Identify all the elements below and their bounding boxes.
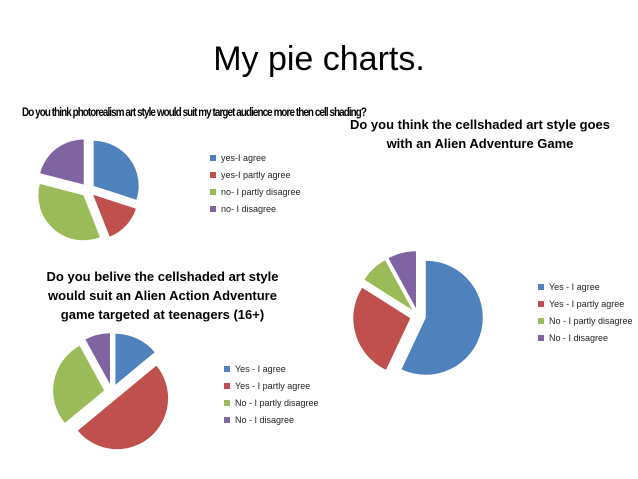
chart-2-legend-item: No - I disagree xyxy=(538,329,633,346)
chart-2-legend-swatch xyxy=(538,334,544,341)
chart-3-legend-swatch xyxy=(224,382,230,389)
chart-1-legend-label: yes-I agree xyxy=(221,152,267,163)
chart-1-legend-label: yes-I partly agree xyxy=(221,169,291,180)
chart-3-legend-swatch xyxy=(224,416,230,423)
chart-1-legend-swatch xyxy=(210,205,216,212)
page-title: My pie charts. xyxy=(213,40,425,78)
chart-3-legend-item: No - I disagree xyxy=(224,411,319,428)
chart-3-slice-1 xyxy=(115,333,155,385)
chart-2-slice-4 xyxy=(388,251,417,309)
chart-2-legend-swatch xyxy=(538,300,544,307)
chart-3-slice-4 xyxy=(85,333,111,385)
chart-2-legend-label: No - I partly disagree xyxy=(549,315,633,326)
chart-1-slice-4 xyxy=(40,139,84,185)
chart-3-legend-label: No - I disagree xyxy=(235,414,295,425)
chart-1-slice-1 xyxy=(93,140,139,200)
chart-3-legend-item: No - I partly disagree xyxy=(224,394,319,411)
chart-2-legend-item: Yes - I partly agree xyxy=(538,295,633,312)
chart-1-legend: yes-I agree yes-I partly agree no- I partl… xyxy=(210,149,301,217)
chart-1-legend-item: no- I disagree xyxy=(210,200,301,217)
chart-1-legend-swatch xyxy=(210,154,216,161)
chart-2-legend: Yes - I agree Yes - I partly agree No - I … xyxy=(538,278,633,346)
chart-3-slice-3 xyxy=(53,345,105,424)
chart-2-legend-item: No - I partly disagree xyxy=(538,312,633,329)
chart-3-legend-label: Yes - I partly agree xyxy=(235,380,311,391)
chart-1-legend-item: yes-I agree xyxy=(210,149,301,166)
chart-3-legend-swatch xyxy=(224,365,230,372)
chart-1-slice-2 xyxy=(93,194,136,237)
chart-2-legend-item: Yes - I agree xyxy=(538,278,633,295)
chart-3-title: Do you belive the cellshaded art style w… xyxy=(46,269,279,322)
chart-2-legend-swatch xyxy=(538,317,544,324)
chart-3-legend-label: No - I partly disagree xyxy=(235,397,319,408)
chart-3-legend-swatch xyxy=(224,399,230,406)
chart-2-slice-1 xyxy=(401,260,483,375)
chart-1-legend-label: no- I partly disagree xyxy=(221,186,301,197)
chart-1-slice-3 xyxy=(38,184,100,241)
chart-2-legend-label: Yes - I partly agree xyxy=(549,298,625,309)
chart-2-legend-swatch xyxy=(538,283,544,290)
chart-2-title: Do you think the cellshaded art style go… xyxy=(349,117,611,151)
chart-3-legend-item: Yes - I agree xyxy=(224,360,319,377)
chart-1-title: Do you think photorealism art style woul… xyxy=(22,105,367,119)
chart-1-legend-swatch xyxy=(210,188,216,195)
chart-3-legend-item: Yes - I partly agree xyxy=(224,377,319,394)
chart-1-legend-item: no- I partly disagree xyxy=(210,183,301,200)
chart-2-slice-2 xyxy=(353,287,411,370)
chart-3-slice-2 xyxy=(77,365,169,450)
chart-3-legend: Yes - I agree Yes - I partly agree No - I … xyxy=(224,360,319,428)
chart-2-slice-3 xyxy=(364,260,413,311)
chart-1-legend-label: no- I disagree xyxy=(221,203,277,214)
chart-2-legend-label: No - I disagree xyxy=(549,332,609,343)
chart-1-legend-swatch xyxy=(210,171,216,178)
chart-1-legend-item: yes-I partly agree xyxy=(210,166,301,183)
chart-2-legend-label: Yes - I agree xyxy=(549,281,600,292)
chart-3-legend-label: Yes - I agree xyxy=(235,363,286,374)
